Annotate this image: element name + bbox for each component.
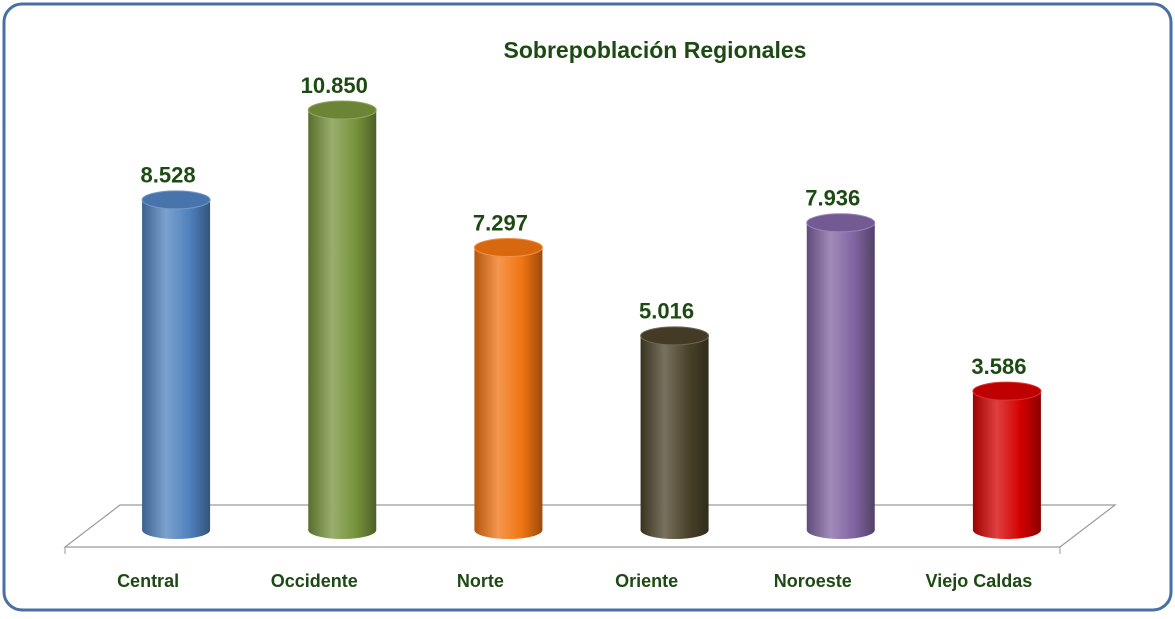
bar-top bbox=[806, 213, 876, 233]
data-label: 7.297 bbox=[473, 210, 528, 235]
bar bbox=[142, 199, 211, 531]
bar bbox=[474, 247, 543, 531]
bar bbox=[972, 391, 1041, 530]
bar-top bbox=[307, 100, 377, 120]
data-label: 7.936 bbox=[805, 186, 860, 211]
data-label: 3.586 bbox=[971, 354, 1026, 379]
x-tick-label: Central bbox=[117, 571, 179, 591]
x-tick-label: Oriente bbox=[615, 571, 678, 591]
data-label: 5.016 bbox=[639, 299, 694, 324]
data-label: 8.528 bbox=[141, 163, 196, 188]
bar-top bbox=[972, 381, 1042, 401]
bar bbox=[308, 110, 377, 530]
bar bbox=[806, 222, 875, 531]
chart-title: Sobrepoblación Regionales bbox=[504, 37, 807, 63]
x-tick-label: Occidente bbox=[271, 571, 358, 591]
floor bbox=[63, 504, 1117, 548]
bar bbox=[640, 335, 709, 530]
x-tick-label: Norte bbox=[457, 571, 504, 591]
x-tick-label: Noroeste bbox=[774, 571, 852, 591]
x-tick-label: Viejo Caldas bbox=[926, 571, 1033, 591]
bar-top bbox=[640, 326, 710, 346]
data-label: 10.850 bbox=[301, 73, 368, 98]
bar-top bbox=[141, 190, 211, 210]
bar-top bbox=[473, 238, 543, 258]
